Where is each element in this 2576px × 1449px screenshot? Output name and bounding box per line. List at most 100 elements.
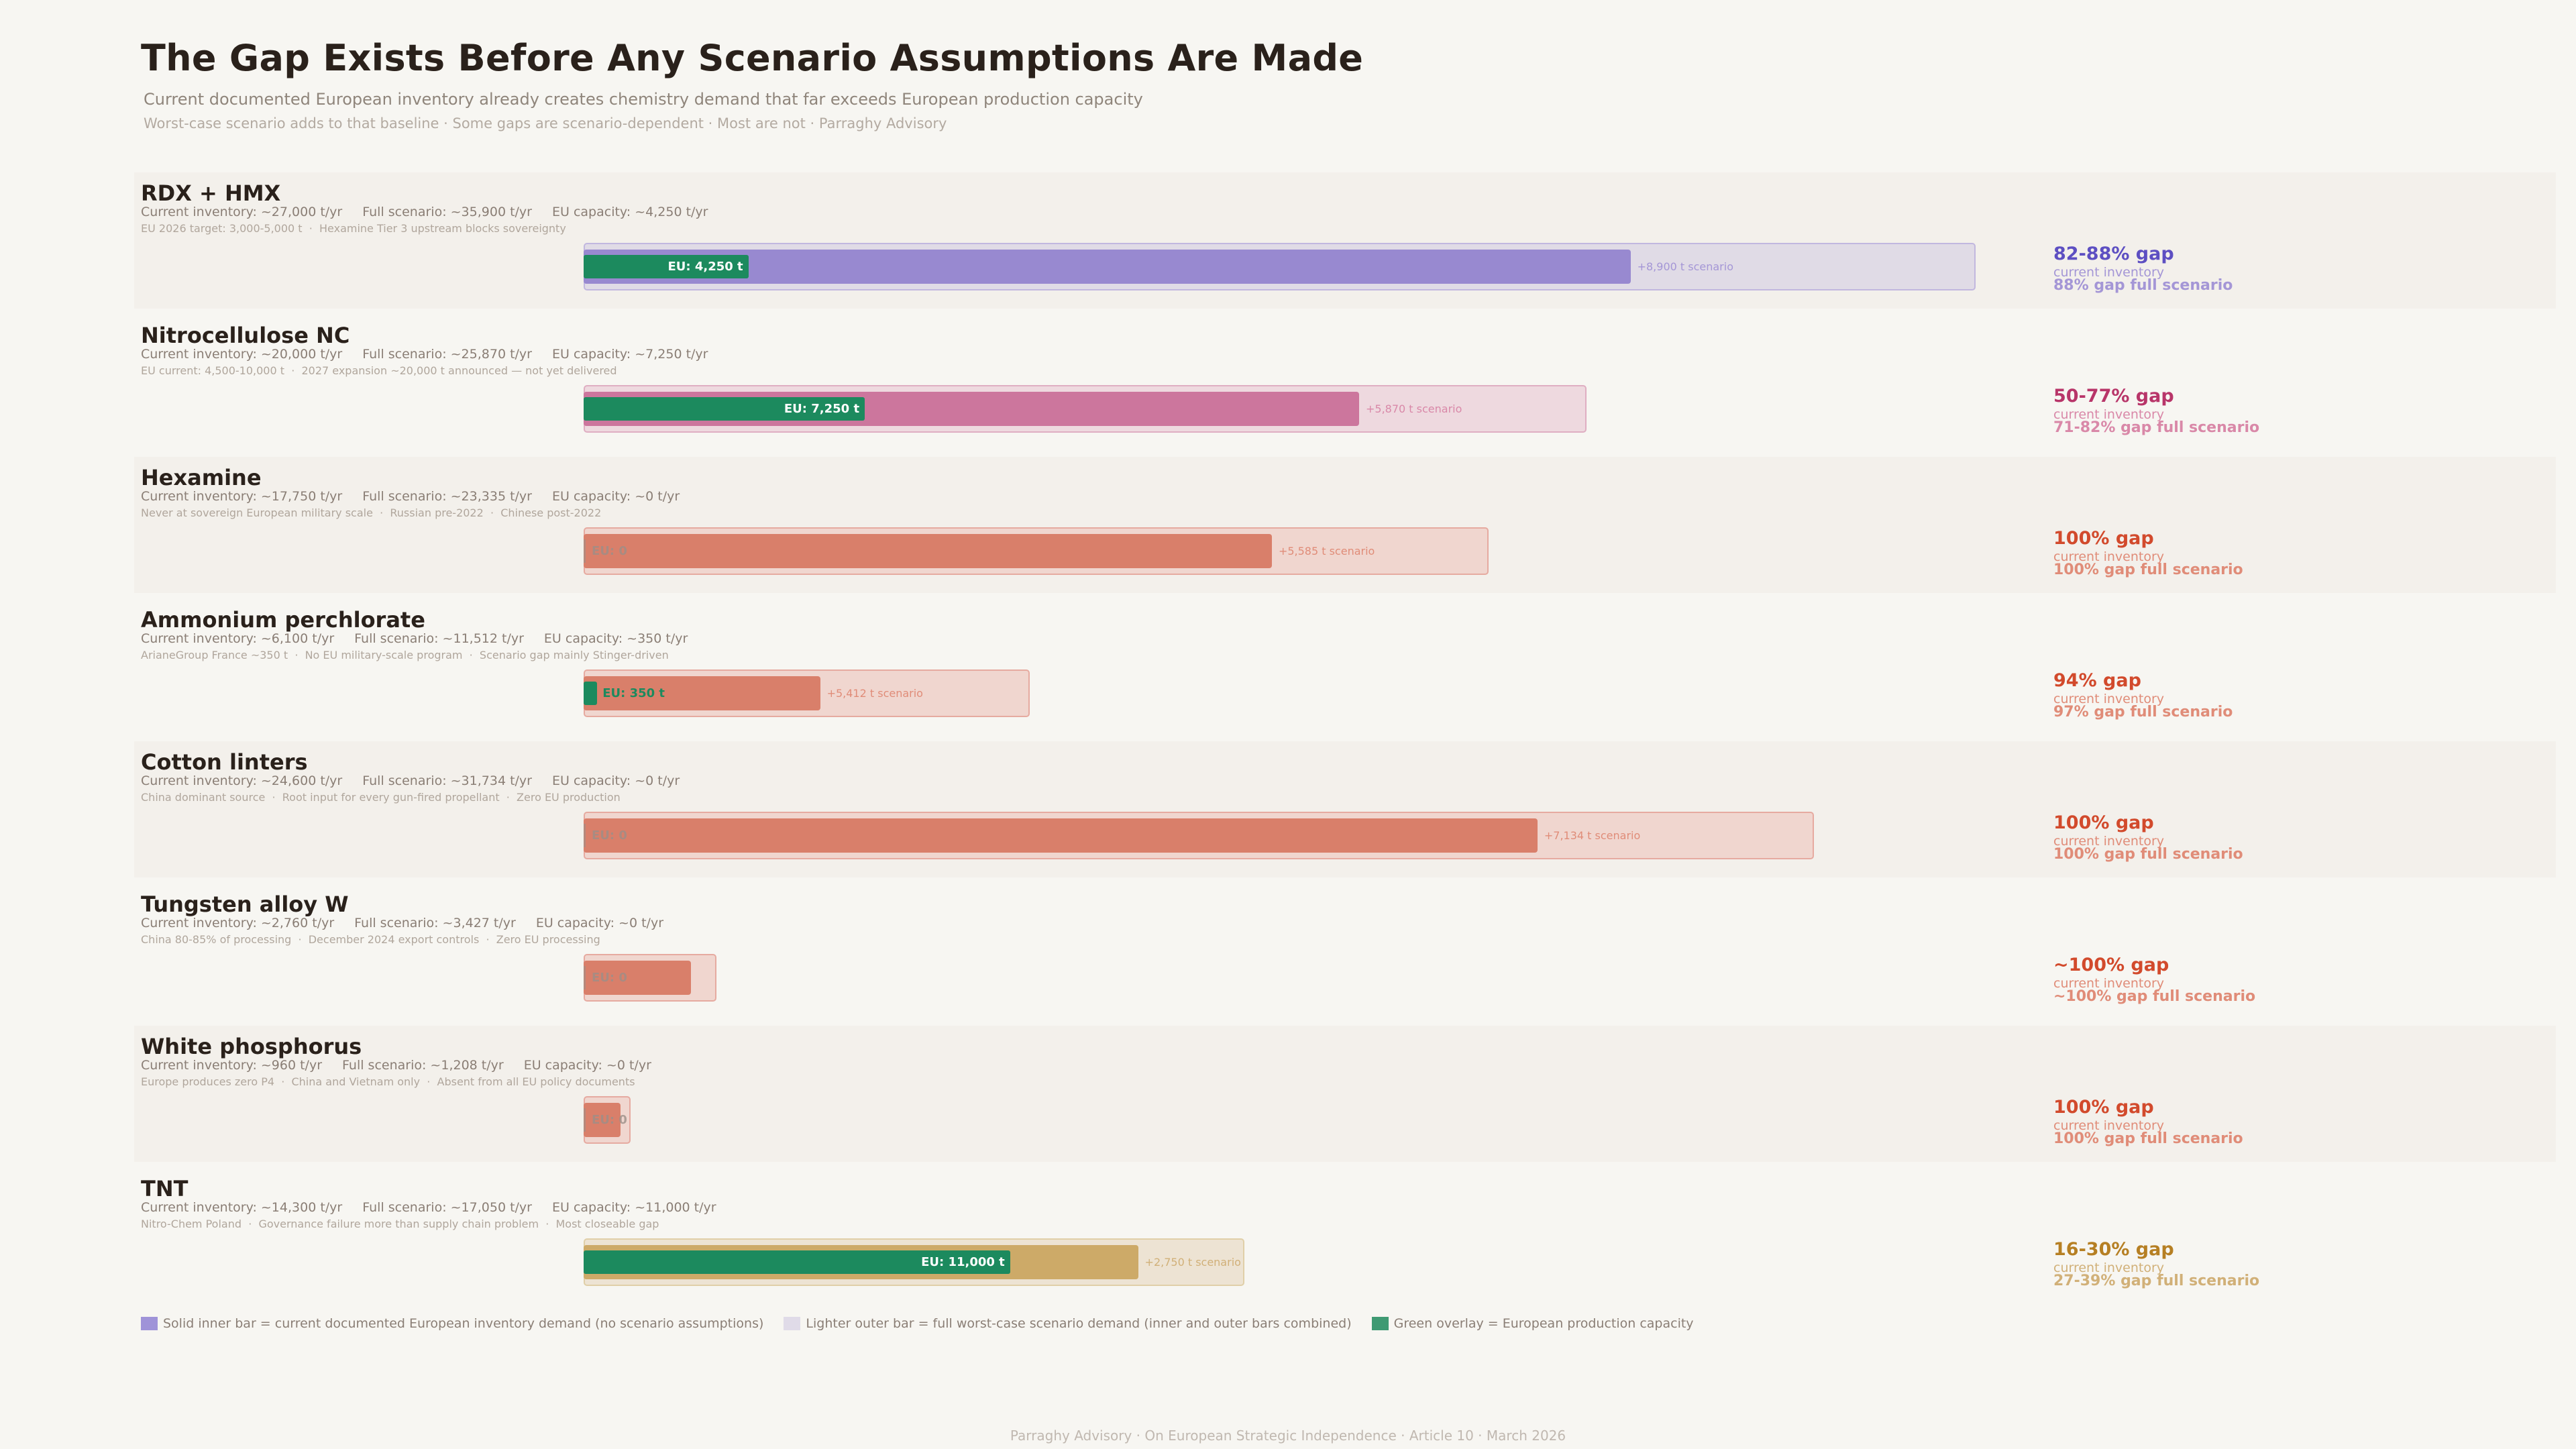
legend-item: Lighter outer bar = full worst-case scen… <box>784 1316 1352 1331</box>
scenario-increment-label: +5,412 t scenario <box>826 687 923 700</box>
stat-full: Full scenario: ~1,208 t/yr <box>342 1058 504 1073</box>
chemical-name: Ammonium perchlorate <box>141 607 425 633</box>
inventory-bar <box>584 961 691 995</box>
eu-capacity-zero-marker <box>584 824 586 847</box>
stat-current: Current inventory: ~17,750 t/yr <box>141 489 343 504</box>
gap-full-label: 71-82% gap full scenario <box>2053 419 2260 436</box>
chemical-row: Cotton linters Current inventory: ~24,600… <box>134 741 2556 877</box>
legend-item: Solid inner bar = current documented Eur… <box>141 1316 763 1331</box>
chemical-row: White phosphorus Current inventory: ~960 … <box>134 1026 2556 1162</box>
inventory-bar <box>584 534 1272 568</box>
chemical-stats: Current inventory: ~14,300 t/yr Full scen… <box>141 1200 737 1215</box>
gap-current-label: 94% gap <box>2053 670 2141 691</box>
chemical-name: Tungsten alloy W <box>141 892 349 917</box>
legend-item: Green overlay = European production capa… <box>1371 1316 1694 1331</box>
chemical-row: Nitrocellulose NC Current inventory: ~20,… <box>134 315 2556 451</box>
gap-full-label: 27-39% gap full scenario <box>2053 1273 2260 1289</box>
gap-current-caption: current inventory <box>2053 1118 2165 1133</box>
chemical-stats: Current inventory: ~960 t/yr Full scenari… <box>141 1058 672 1073</box>
eu-capacity-label: EU: 0 <box>592 544 627 558</box>
legend-swatch <box>141 1317 158 1330</box>
stat-full: Full scenario: ~11,512 t/yr <box>354 631 524 646</box>
eu-capacity-label: EU: 0 <box>592 971 627 985</box>
page-subtitle: Current documented European inventory al… <box>144 90 1143 109</box>
stat-eu: EU capacity: ~4,250 t/yr <box>552 205 708 219</box>
stat-current: Current inventory: ~6,100 t/yr <box>141 631 335 646</box>
gap-current-caption: current inventory <box>2053 265 2165 280</box>
gap-full-label: ~100% gap full scenario <box>2053 988 2256 1005</box>
footer: Parraghy Advisory · On European Strategi… <box>1010 1428 1566 1444</box>
gap-full-label: 100% gap full scenario <box>2053 561 2243 578</box>
chemical-stats: Current inventory: ~6,100 t/yr Full scena… <box>141 631 708 646</box>
stat-eu: EU capacity: ~0 t/yr <box>535 916 664 930</box>
stat-current: Current inventory: ~14,300 t/yr <box>141 1200 343 1215</box>
scenario-increment-label: +2,750 t scenario <box>1144 1256 1241 1269</box>
scenario-increment-label: +7,134 t scenario <box>1544 829 1641 842</box>
chemical-note: China dominant source · Root input for e… <box>141 791 621 804</box>
eu-capacity-label: EU: 0 <box>592 828 627 843</box>
chemical-note: EU current: 4,500-10,000 t · 2027 expans… <box>141 364 617 377</box>
eu-capacity-bar: EU: 7,250 t <box>584 397 865 421</box>
eu-capacity-bar <box>584 682 598 705</box>
chemical-stats: Current inventory: ~24,600 t/yr Full scen… <box>141 773 700 788</box>
gap-current-label: 100% gap <box>2053 1097 2154 1118</box>
stat-full: Full scenario: ~3,427 t/yr <box>354 916 516 930</box>
stat-full: Full scenario: ~31,734 t/yr <box>362 773 532 788</box>
inventory-bar <box>584 676 820 710</box>
stat-current: Current inventory: ~27,000 t/yr <box>141 205 343 219</box>
page-subline: Worst-case scenario adds to that baselin… <box>144 115 947 131</box>
chemical-note: EU 2026 target: 3,000-5,000 t · Hexamine… <box>141 222 566 235</box>
chemical-row: Tungsten alloy W Current inventory: ~2,76… <box>134 883 2556 1020</box>
eu-capacity-bar: EU: 4,250 t <box>584 255 749 278</box>
chemical-row: Hexamine Current inventory: ~17,750 t/yr F… <box>134 457 2556 593</box>
eu-capacity-label: EU: 350 t <box>602 686 665 700</box>
inventory-bar <box>584 818 1538 853</box>
gap-current-label: 100% gap <box>2053 812 2154 833</box>
legend-swatch <box>1371 1317 1389 1330</box>
chemical-name: White phosphorus <box>141 1034 362 1059</box>
inventory-bar <box>584 1103 621 1137</box>
chemical-stats: Current inventory: ~17,750 t/yr Full scen… <box>141 489 700 504</box>
gap-full-label: 100% gap full scenario <box>2053 846 2243 863</box>
chemical-row: TNT Current inventory: ~14,300 t/yr Full s… <box>134 1168 2556 1304</box>
page-title: The Gap Exists Before Any Scenario Assum… <box>141 37 1364 79</box>
stat-full: Full scenario: ~35,900 t/yr <box>362 205 532 219</box>
chemical-note: Nitro-Chem Poland · Governance failure m… <box>141 1218 659 1230</box>
gap-current-caption: current inventory <box>2053 549 2165 564</box>
eu-capacity-zero-marker <box>584 1108 586 1132</box>
eu-capacity-zero-marker <box>584 966 586 989</box>
legend-text: Lighter outer bar = full worst-case scen… <box>806 1316 1352 1331</box>
gap-current-label: 82-88% gap <box>2053 244 2174 264</box>
chemical-note: China 80-85% of processing · December 20… <box>141 933 600 946</box>
scenario-increment-label: +5,870 t scenario <box>1366 402 1462 415</box>
gap-current-label: 16-30% gap <box>2053 1239 2174 1260</box>
chemical-name: Cotton linters <box>141 749 308 775</box>
chemical-stats: Current inventory: ~2,760 t/yr Full scena… <box>141 916 684 930</box>
stat-eu: EU capacity: ~0 t/yr <box>552 773 680 788</box>
chemical-name: Hexamine <box>141 465 262 490</box>
chemical-name: Nitrocellulose NC <box>141 323 350 348</box>
stat-current: Current inventory: ~2,760 t/yr <box>141 916 335 930</box>
stat-eu: EU capacity: ~0 t/yr <box>552 489 680 504</box>
scenario-increment-label: +8,900 t scenario <box>1637 260 1733 273</box>
gap-current-caption: current inventory <box>2053 834 2165 849</box>
eu-capacity-label: EU: 0 <box>592 1113 627 1127</box>
chemical-row: RDX + HMX Current inventory: ~27,000 t/yr… <box>134 172 2556 309</box>
legend-swatch <box>784 1317 801 1330</box>
legend: Solid inner bar = current documented Eur… <box>141 1316 1694 1331</box>
stat-full: Full scenario: ~25,870 t/yr <box>362 347 532 362</box>
eu-capacity-bar: EU: 11,000 t <box>584 1250 1010 1274</box>
chemical-note: Never at sovereign European military sca… <box>141 506 602 519</box>
stat-eu: EU capacity: ~0 t/yr <box>523 1058 651 1073</box>
stat-eu: EU capacity: ~350 t/yr <box>543 631 688 646</box>
chemical-row: Ammonium perchlorate Current inventory: ~… <box>134 599 2556 735</box>
stat-full: Full scenario: ~17,050 t/yr <box>362 1200 532 1215</box>
chemical-stats: Current inventory: ~27,000 t/yr Full scen… <box>141 205 728 219</box>
gap-current-caption: current inventory <box>2053 407 2165 422</box>
gap-current-label: ~100% gap <box>2053 955 2169 975</box>
chemical-name: TNT <box>141 1176 189 1201</box>
gap-full-label: 88% gap full scenario <box>2053 277 2233 294</box>
stat-current: Current inventory: ~960 t/yr <box>141 1058 323 1073</box>
chemical-note: ArianeGroup France ~350 t · No EU milita… <box>141 649 669 661</box>
gap-current-label: 100% gap <box>2053 528 2154 549</box>
